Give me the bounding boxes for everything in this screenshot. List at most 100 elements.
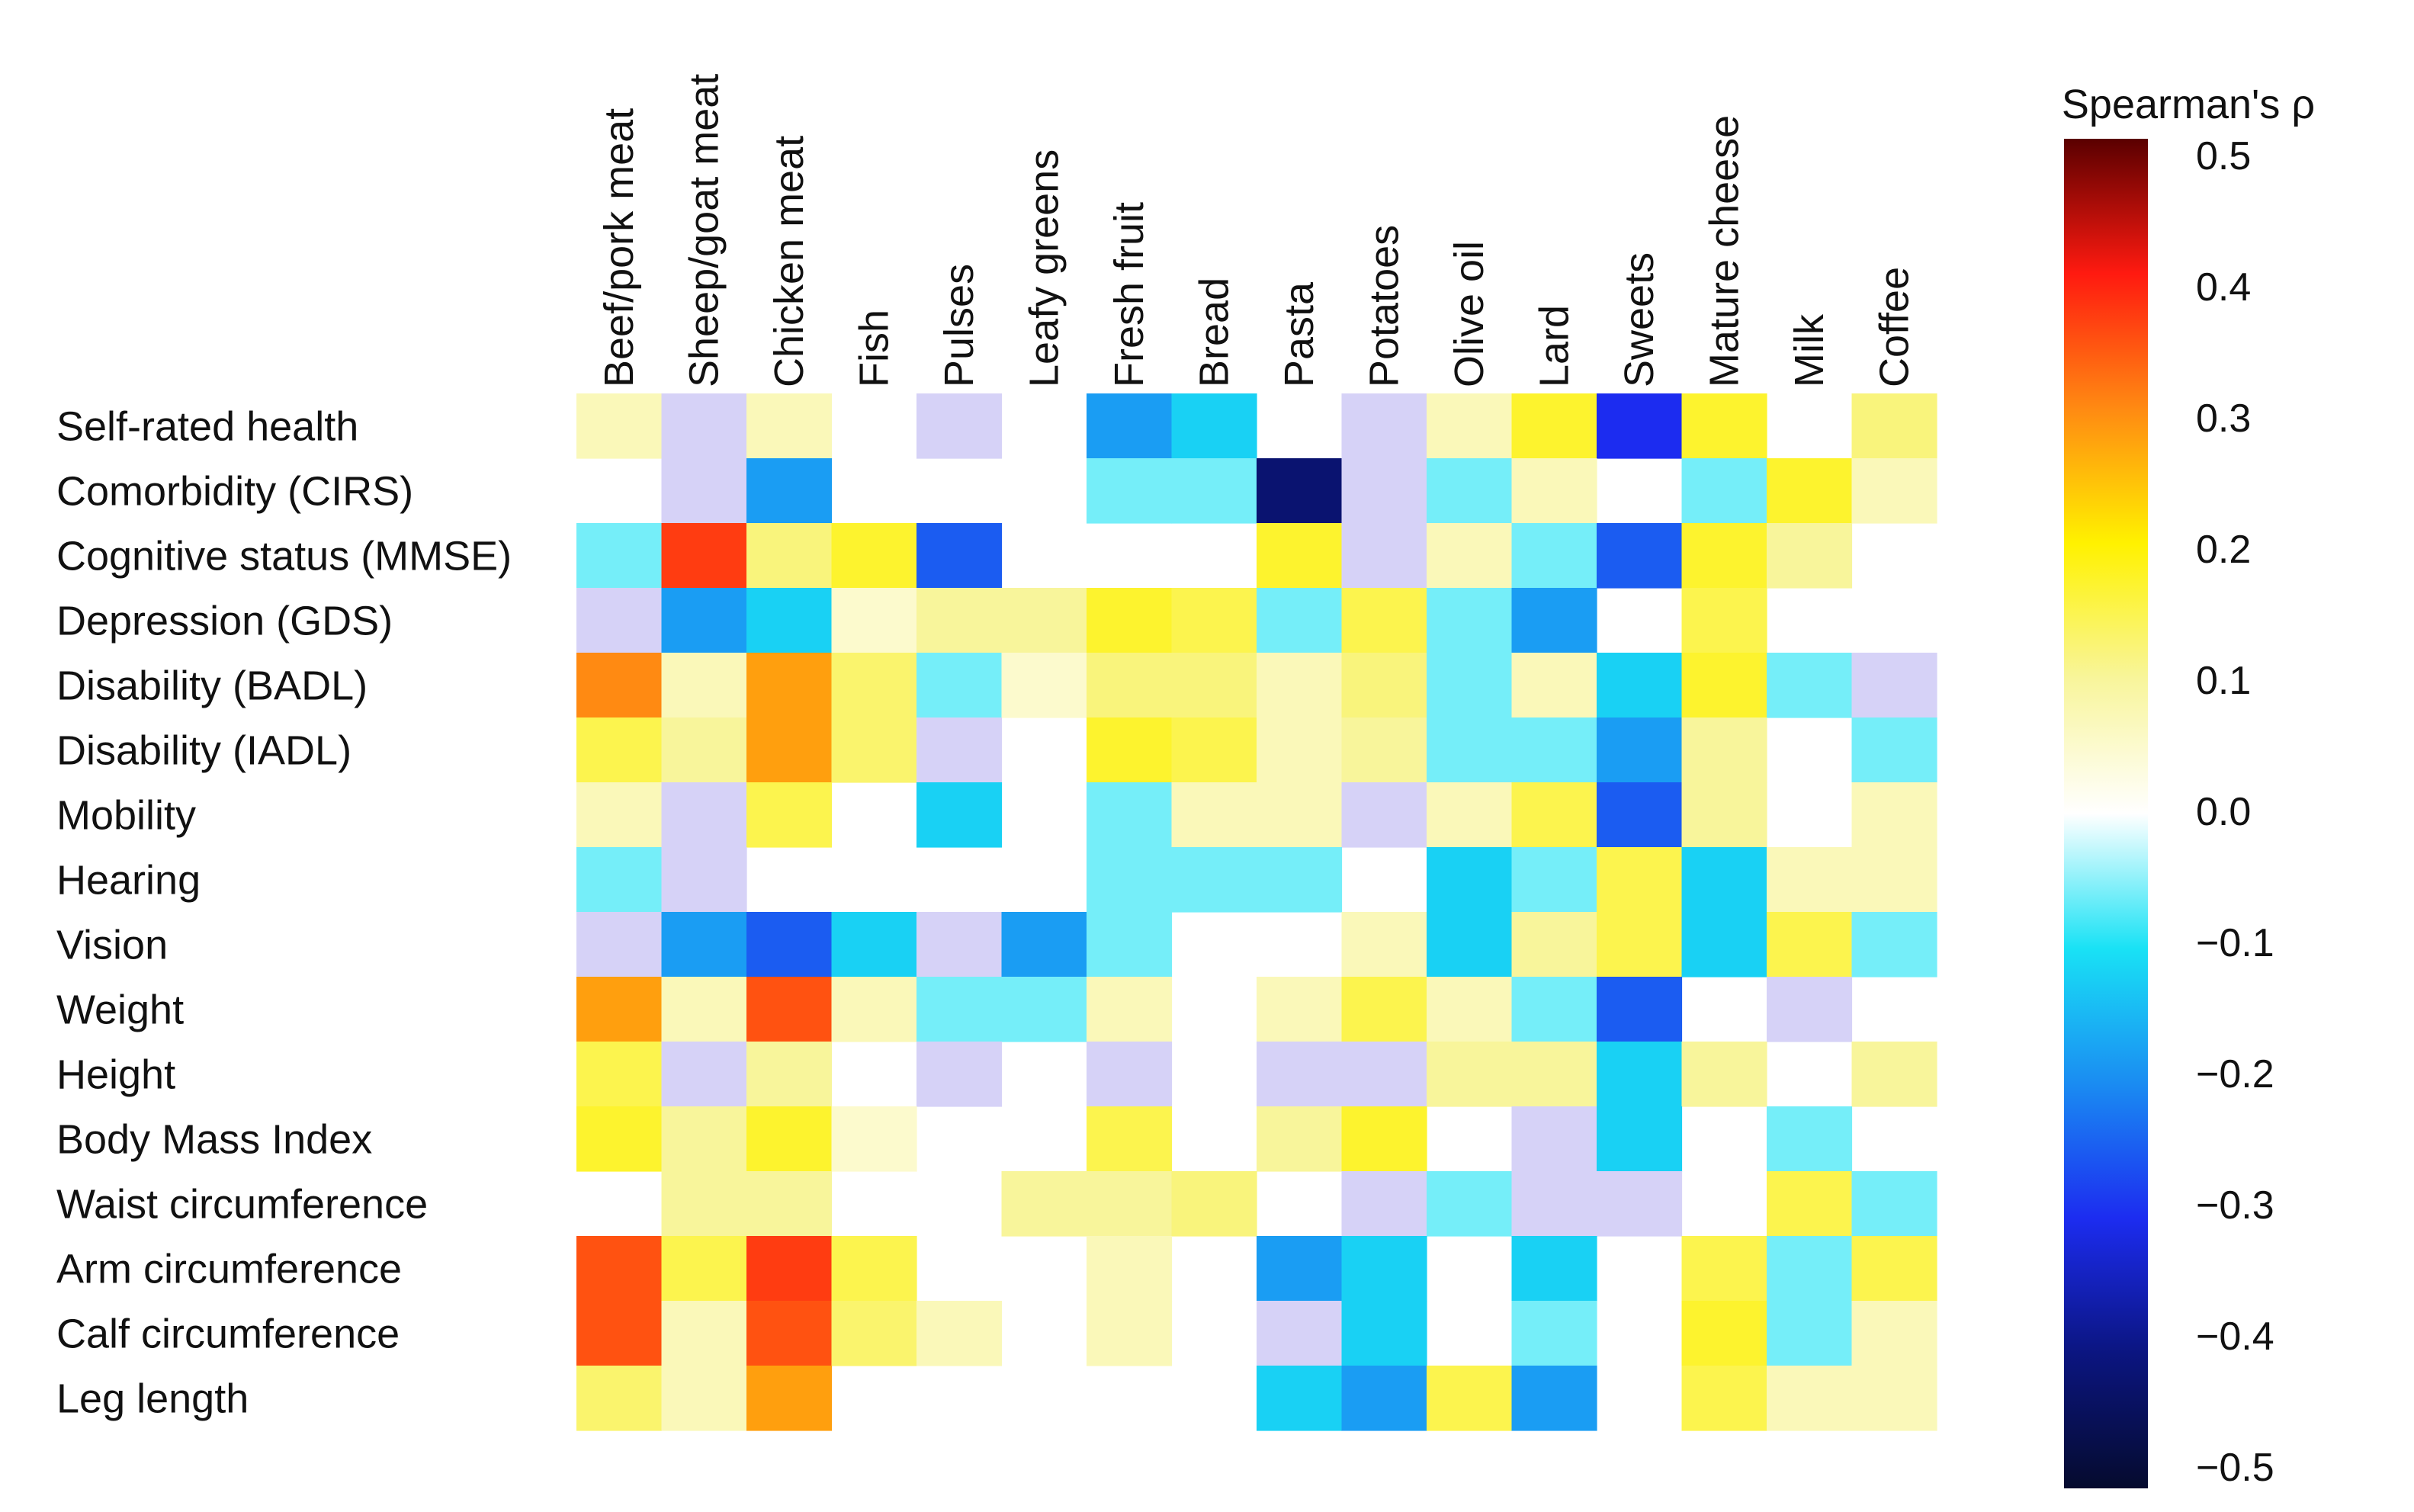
cell-mobility-bread [1171,782,1257,848]
cell-comorbidity-cirs-chicken-meat [746,458,833,524]
cell-comorbidity-cirs-milk [1767,458,1853,524]
cell-body-mass-index-fresh-fruit [1087,1106,1173,1172]
cell-cognitive-status-mmse-pulses [916,523,1003,589]
cell-mobility-sheep-goat-meat [661,782,747,848]
cell-depression-gds-mature-cheese [1681,588,1767,653]
cell-vision-fresh-fruit [1087,912,1173,978]
row-label-disability-badl: Disability (BADL) [56,663,368,709]
cell-body-mass-index-sweets [1597,1106,1683,1172]
cell-disability-iadl-sweets [1597,717,1683,783]
cell-waist-circumference-lard [1511,1171,1597,1237]
cell-body-mass-index-chicken-meat [746,1106,833,1172]
cell-vision-potatoes [1341,912,1427,978]
cell-comorbidity-cirs-mature-cheese [1681,458,1767,524]
cell-depression-gds-bread [1171,588,1257,653]
cell-disability-badl-lard [1511,653,1597,718]
cell-weight-fresh-fruit [1087,977,1173,1042]
colorbar-gradient [2064,139,2148,1488]
cell-self-rated-health-chicken-meat [746,393,833,459]
cell-disability-iadl-coffee [1851,717,1937,783]
cell-body-mass-index-potatoes [1341,1106,1427,1172]
row-label-body-mass-index: Body Mass Index [56,1117,372,1163]
cell-waist-circumference-sweets [1597,1171,1683,1237]
cell-self-rated-health-beef-pork-meat [576,393,663,459]
cell-calf-circumference-beef-pork-meat [576,1301,663,1366]
cell-disability-iadl-lard [1511,717,1597,783]
row-label-leg-length: Leg length [56,1376,249,1422]
cell-weight-milk [1767,977,1853,1042]
colorbar-tick-label: −0.1 [2196,921,2274,965]
row-label-disability-iadl: Disability (IADL) [56,728,352,774]
cell-cognitive-status-mmse-chicken-meat [746,523,833,589]
cell-leg-length-milk [1767,1366,1853,1431]
cell-waist-circumference-potatoes [1341,1171,1427,1237]
cell-waist-circumference-sheep-goat-meat [661,1171,747,1237]
cell-leg-length-olive-oil [1427,1366,1513,1431]
cell-weight-potatoes [1341,977,1427,1042]
cell-disability-badl-pulses [916,653,1003,718]
cell-waist-circumference-coffee [1851,1171,1937,1237]
cell-leg-length-pasta [1257,1366,1343,1431]
cell-self-rated-health-mature-cheese [1681,393,1767,459]
cell-weight-lard [1511,977,1597,1042]
cell-comorbidity-cirs-sheep-goat-meat [661,458,747,524]
cell-disability-badl-chicken-meat [746,653,833,718]
cell-vision-beef-pork-meat [576,912,663,978]
cell-height-chicken-meat [746,1042,833,1107]
cell-body-mass-index-pasta [1257,1106,1343,1172]
row-label-waist-circumference: Waist circumference [56,1182,428,1228]
cell-body-mass-index-beef-pork-meat [576,1106,663,1172]
cell-disability-iadl-mature-cheese [1681,717,1767,783]
cell-height-olive-oil [1427,1042,1513,1107]
colorbar-tick-label: 0.5 [2196,134,2251,178]
cell-weight-leafy-greens [1001,977,1087,1042]
cell-mobility-potatoes [1341,782,1427,848]
cell-arm-circumference-sheep-goat-meat [661,1236,747,1302]
cell-calf-circumference-pulses [916,1301,1003,1366]
cell-vision-milk [1767,912,1853,978]
cell-body-mass-index-milk [1767,1106,1853,1172]
row-label-height: Height [56,1052,175,1098]
cell-hearing-coffee [1851,847,1937,913]
cell-cognitive-status-mmse-olive-oil [1427,523,1513,589]
cell-cognitive-status-mmse-lard [1511,523,1597,589]
cell-cognitive-status-mmse-sweets [1597,523,1683,589]
cell-depression-gds-pulses [916,588,1003,653]
cell-cognitive-status-mmse-potatoes [1341,523,1427,589]
cell-body-mass-index-sheep-goat-meat [661,1106,747,1172]
cell-height-potatoes [1341,1042,1427,1107]
cell-cognitive-status-mmse-fish [831,523,917,589]
cell-depression-gds-lard [1511,588,1597,653]
cell-disability-badl-olive-oil [1427,653,1513,718]
cell-height-pasta [1257,1042,1343,1107]
cell-leg-length-potatoes [1341,1366,1427,1431]
cell-calf-circumference-lard [1511,1301,1597,1366]
cell-vision-lard [1511,912,1597,978]
cell-mobility-coffee [1851,782,1937,848]
cell-disability-iadl-sheep-goat-meat [661,717,747,783]
cell-mobility-pasta [1257,782,1343,848]
cell-calf-circumference-pasta [1257,1301,1343,1366]
cell-disability-badl-sweets [1597,653,1683,718]
cell-disability-badl-mature-cheese [1681,653,1767,718]
cell-arm-circumference-milk [1767,1236,1853,1302]
column-labels: Beef/pork meat Sheep/goat meat Chicken mea… [596,74,1918,387]
cell-cognitive-status-mmse-beef-pork-meat [576,523,663,589]
cell-self-rated-health-sheep-goat-meat [661,393,747,459]
colorbar-title: Spearman's ρ [2062,82,2315,127]
row-label-self-rated-health: Self-rated health [56,404,358,450]
column-label-beef-pork-meat: Beef/pork meat [596,108,642,387]
cell-hearing-lard [1511,847,1597,913]
cell-vision-sweets [1597,912,1683,978]
colorbar-tick-label: 0.2 [2196,528,2251,572]
cell-disability-badl-pasta [1257,653,1343,718]
cell-calf-circumference-chicken-meat [746,1301,833,1366]
row-label-weight: Weight [56,987,184,1033]
cell-disability-badl-beef-pork-meat [576,653,663,718]
cell-height-sheep-goat-meat [661,1042,747,1107]
cell-leg-length-coffee [1851,1366,1937,1431]
cell-vision-sheep-goat-meat [661,912,747,978]
colorbar-ticks: 0.5 0.4 0.3 0.2 0.1 0.0 −0.1 −0.2 −0.3 −0.4 −0.5 [2196,134,2274,1490]
cell-self-rated-health-potatoes [1341,393,1427,459]
cell-disability-iadl-fresh-fruit [1087,717,1173,783]
